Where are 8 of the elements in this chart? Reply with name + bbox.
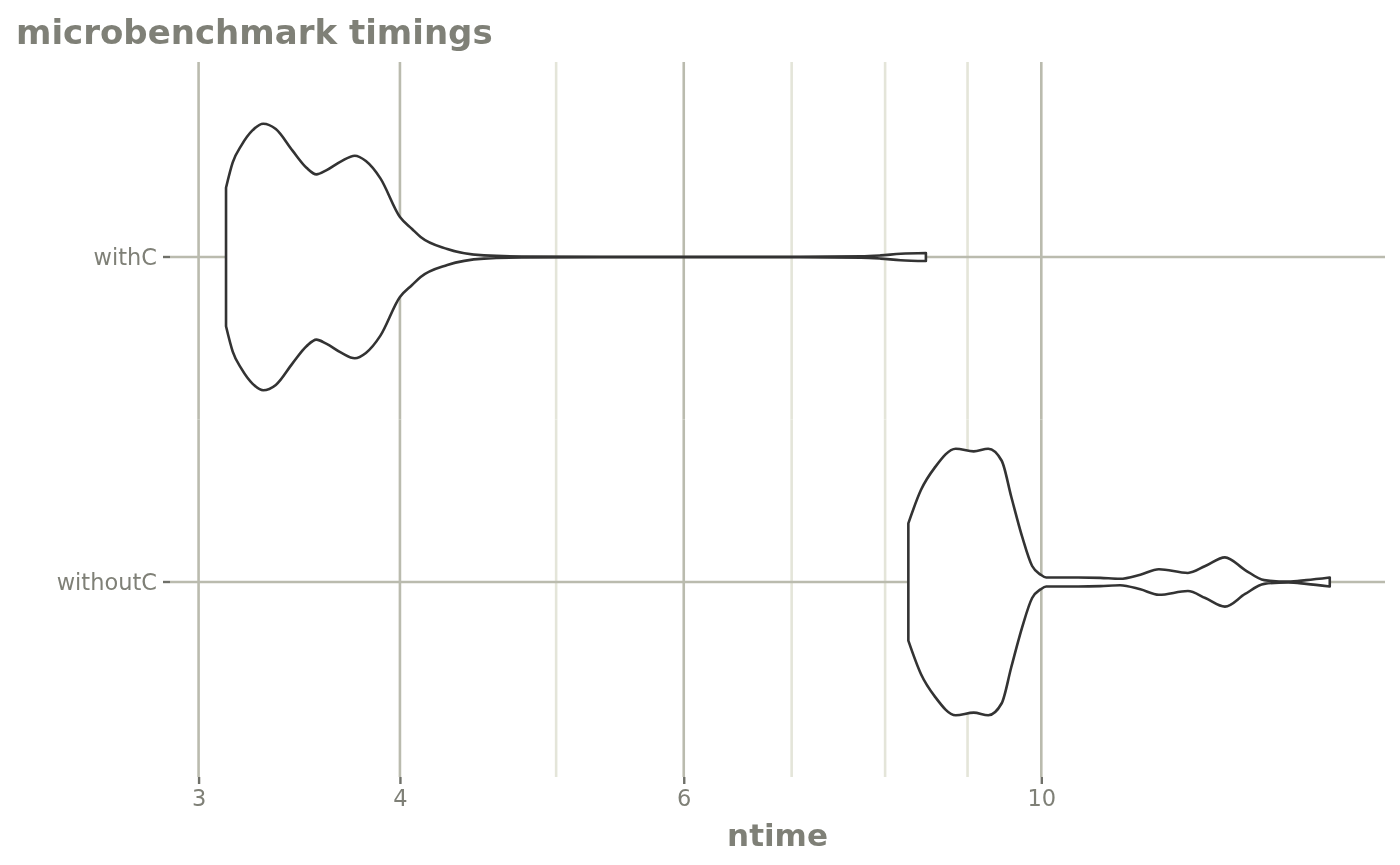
x-tick-label: 6 xyxy=(677,784,692,811)
chart-title: microbenchmark timings xyxy=(16,12,493,52)
x-tick-label: 10 xyxy=(1027,784,1057,811)
x-tick-label: 3 xyxy=(191,784,207,811)
text: withC xyxy=(93,243,157,270)
text: withoutC xyxy=(56,568,157,595)
x-tick-label: 4 xyxy=(393,784,408,811)
x-axis-title: ntime xyxy=(727,817,828,853)
